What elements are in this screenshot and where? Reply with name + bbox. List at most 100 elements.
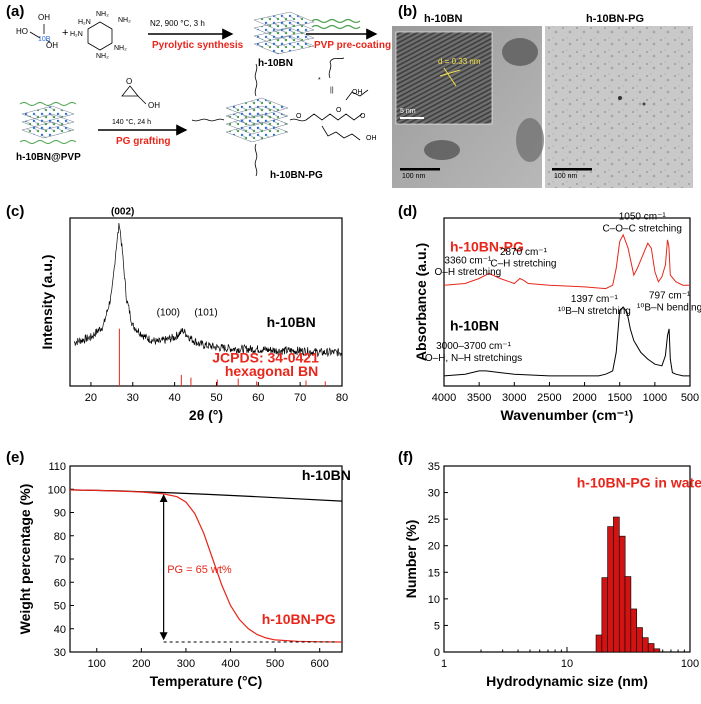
ftir-annotation: 3000–3700 cm⁻¹ xyxy=(436,341,511,352)
y-tick-label: 0 xyxy=(434,647,440,659)
polyglycerol-structure: * || O OH O OH O xyxy=(296,57,377,142)
chart-ftir: 4000 3500 3000 2500 2000 1500 1000 500 Wavenumbe… xyxy=(413,212,701,423)
x-tick-label: 50 xyxy=(210,392,222,404)
peak-label-002: (002) xyxy=(111,207,134,218)
svg-text:NH₂: NH₂ xyxy=(114,45,127,52)
tem-inset-hrtem xyxy=(395,31,493,125)
ftir-annotation: 797 cm⁻¹ xyxy=(649,291,691,302)
histogram-bar xyxy=(636,627,643,653)
series-line xyxy=(73,222,343,358)
svg-text:OH: OH xyxy=(352,89,363,96)
svg-text:H₂N: H₂N xyxy=(78,19,91,26)
panel-e-tga: (e) 100 200 300 400 500 600304050607080901001… xyxy=(6,449,351,689)
reference-label: JCPDS: 34-0421 xyxy=(212,349,319,365)
reactant-hbn-pvp: h-10BN@PVP xyxy=(16,152,81,163)
plus-sign: + xyxy=(62,27,68,39)
svg-text:H₂N: H₂N xyxy=(70,31,83,38)
y-tick-label: 30 xyxy=(428,488,440,500)
x-tick-label: 30 xyxy=(127,392,139,404)
y-tick-label: 50 xyxy=(54,601,66,613)
series-line xyxy=(443,233,690,290)
y-tick-label: 15 xyxy=(428,567,440,579)
product-hbn-pg: h-10BN-PG xyxy=(270,170,323,181)
x-axis-label: Temperature (°C) xyxy=(150,673,263,689)
panel-c-xrd: (c) 20 30 40 50 60 70 80 2θ (°) Intensity (a.u.)… xyxy=(6,203,348,423)
chart-tga: 100 200 300 400 500 600 30 40 50 60 70 80 90 100 110 Te… xyxy=(17,461,351,689)
y-axis-label: Intensity (a.u.) xyxy=(39,255,55,350)
y-tick-label: 100 xyxy=(48,484,66,496)
series-line xyxy=(443,306,690,377)
x-tick-label: 10 xyxy=(561,658,573,670)
panel-label-b: (b) xyxy=(398,3,417,20)
panel-label-c: (c) xyxy=(6,203,24,220)
series-line xyxy=(69,489,343,643)
panel-label-d: (d) xyxy=(398,203,417,220)
svg-text:O: O xyxy=(126,77,132,86)
histogram-bar xyxy=(595,634,603,653)
plot-frame xyxy=(443,217,691,387)
x-tick-label: 70 xyxy=(294,392,306,404)
y-tick-label: 30 xyxy=(54,647,66,659)
histogram-bar xyxy=(630,608,638,653)
ftir-annotation: O–H, N–H stretchings xyxy=(425,353,522,364)
series-label: h-10BN xyxy=(450,318,499,334)
step-pvp: PVP pre-coating xyxy=(314,40,391,51)
panel-f-dls: (f) 1 10 100 0 5 10 15 20 25 30 35 Hydrodynamic siz… xyxy=(398,449,701,689)
y-axis-label: Number (%) xyxy=(403,520,419,599)
y-tick-label: 110 xyxy=(48,461,66,473)
series-label: h-10BN xyxy=(267,314,316,330)
scale-bar-right: 100 nm xyxy=(554,173,578,180)
ftir-annotation: O–H stretching xyxy=(435,267,502,278)
tem-image-hbn-pg xyxy=(545,26,693,188)
melamine-structure: NH₂ NH₂ H₂N NH₂ NH₂ H₂N xyxy=(70,11,131,60)
chart-xrd: 20 30 40 50 60 70 80 2θ (°) Intensity (a.u.) (002… xyxy=(39,207,348,423)
ftir-annotation: C–O–C stretching xyxy=(602,223,681,234)
chart-dls: 1 10 100 0 5 10 15 20 25 30 35 Hydrodynamic size (n… xyxy=(403,461,701,689)
svg-text:HO: HO xyxy=(16,27,28,36)
series-label: h-10BN-PG xyxy=(450,239,524,255)
histogram-bar xyxy=(613,516,620,653)
x-tick-label: 500 xyxy=(681,392,699,404)
svg-text:O: O xyxy=(336,107,342,114)
svg-text:O: O xyxy=(296,113,302,120)
svg-text:O: O xyxy=(360,113,366,120)
x-tick-label: 3500 xyxy=(467,392,491,404)
svg-text:OH: OH xyxy=(46,41,58,50)
boron-label: 10B xyxy=(38,36,51,43)
step-pg-grafting: PG grafting xyxy=(116,136,170,147)
ftir-annotation: 1397 cm⁻¹ xyxy=(571,294,619,305)
peak-label-100: (100) xyxy=(157,307,180,318)
svg-text:NH₂: NH₂ xyxy=(96,11,109,18)
x-tick-label: 1 xyxy=(441,658,447,670)
condition-2: 140 °C, 24 h xyxy=(112,118,151,126)
x-tick-label: 80 xyxy=(336,392,348,404)
y-tick-label: 40 xyxy=(54,624,66,636)
series-label: h-10BN xyxy=(302,467,351,483)
x-tick-label: 300 xyxy=(177,658,195,670)
condition-1: N2, 900 °C, 3 h xyxy=(150,19,205,28)
x-tick-label: 100 xyxy=(88,658,106,670)
svg-text:OH: OH xyxy=(148,101,160,110)
panel-b-tem: (b) d = 0.33 nm 5 nm 100 nm h-10BN 100 n… xyxy=(392,3,693,188)
y-tick-label: 70 xyxy=(54,554,66,566)
x-axis-label: Hydrodynamic size (nm) xyxy=(486,673,648,689)
svg-text:NH₂: NH₂ xyxy=(118,17,131,24)
ftir-annotation: 3360 cm⁻¹ xyxy=(444,255,492,266)
x-tick-label: 20 xyxy=(85,392,97,404)
tem-title-right: h-10BN-PG xyxy=(586,13,644,25)
series-label: h-10BN-PG in water xyxy=(577,474,701,490)
y-tick-label: 25 xyxy=(428,514,440,526)
hbn-pg-graphic xyxy=(191,63,307,177)
peak-label-101: (101) xyxy=(194,307,217,318)
y-tick-label: 10 xyxy=(428,594,440,606)
histogram-bar xyxy=(601,577,609,653)
x-tick-label: 600 xyxy=(311,658,329,670)
series-line xyxy=(69,489,343,502)
x-tick-label: 3000 xyxy=(502,392,526,404)
y-tick-label: 20 xyxy=(428,541,440,553)
panel-label-f: (f) xyxy=(398,449,413,466)
histogram-bar xyxy=(653,648,661,653)
svg-text:OH: OH xyxy=(366,135,377,142)
histogram-bar xyxy=(618,535,626,653)
series-label: h-10BN-PG xyxy=(262,611,336,627)
